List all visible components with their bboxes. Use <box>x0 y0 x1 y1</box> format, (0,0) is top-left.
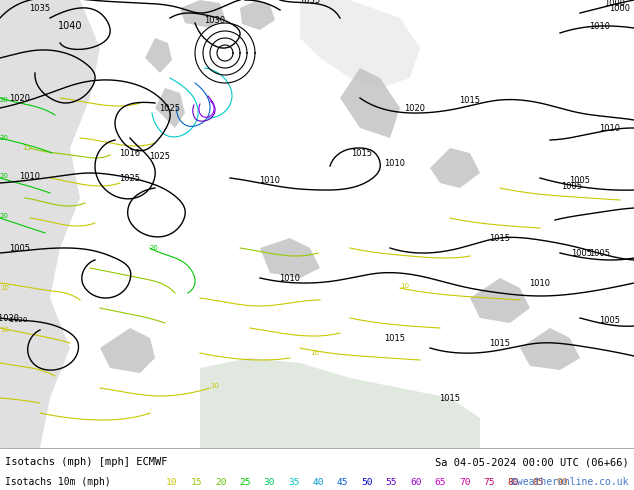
Text: 20: 20 <box>0 97 9 103</box>
Text: 1015: 1015 <box>489 339 510 347</box>
Text: 20: 20 <box>215 478 226 487</box>
Text: -1020: -1020 <box>0 314 20 322</box>
Text: 1015: 1015 <box>489 234 510 243</box>
Text: 1005: 1005 <box>569 175 590 185</box>
Text: 1035: 1035 <box>29 3 51 13</box>
Polygon shape <box>300 0 420 88</box>
Text: 15: 15 <box>22 145 31 151</box>
Text: 1015: 1015 <box>439 393 460 402</box>
Text: 40: 40 <box>313 478 324 487</box>
Polygon shape <box>240 0 275 30</box>
Text: 1005: 1005 <box>10 244 30 252</box>
Text: 50: 50 <box>361 478 373 487</box>
Polygon shape <box>430 148 480 188</box>
Text: 1040: 1040 <box>58 21 82 31</box>
Text: 10: 10 <box>0 285 9 291</box>
Text: 20: 20 <box>150 245 159 251</box>
Text: 20: 20 <box>0 135 9 141</box>
Text: 35: 35 <box>288 478 300 487</box>
Polygon shape <box>0 0 100 448</box>
Text: 1000: 1000 <box>604 0 626 7</box>
Text: 70: 70 <box>459 478 470 487</box>
Text: 1020: 1020 <box>10 94 30 102</box>
Text: 1005: 1005 <box>590 248 611 258</box>
Text: 80: 80 <box>508 478 519 487</box>
Text: 55: 55 <box>385 478 398 487</box>
Text: 1025: 1025 <box>150 151 171 161</box>
Text: 15: 15 <box>190 478 202 487</box>
Text: 60: 60 <box>410 478 422 487</box>
Text: 75: 75 <box>483 478 495 487</box>
Polygon shape <box>520 328 580 370</box>
Text: 85: 85 <box>533 478 544 487</box>
Text: 10: 10 <box>400 283 409 289</box>
Text: 1010: 1010 <box>384 158 406 168</box>
Text: 1010: 1010 <box>259 175 280 185</box>
Text: 1010: 1010 <box>600 123 621 132</box>
Text: 1015: 1015 <box>384 334 406 343</box>
Text: 10: 10 <box>310 350 319 356</box>
Text: 20: 20 <box>0 213 9 219</box>
Text: 1010: 1010 <box>20 172 41 180</box>
Text: 65: 65 <box>434 478 446 487</box>
Text: 1015: 1015 <box>460 96 481 104</box>
Polygon shape <box>200 358 480 448</box>
Text: 1010: 1010 <box>280 273 301 283</box>
Text: 1000: 1000 <box>609 3 630 13</box>
Text: 1005: 1005 <box>571 248 593 258</box>
Text: 45: 45 <box>337 478 349 487</box>
Text: 1030: 1030 <box>204 16 226 24</box>
Text: 20: 20 <box>0 173 9 179</box>
Text: 1010: 1010 <box>590 22 611 30</box>
Polygon shape <box>260 238 320 278</box>
Polygon shape <box>470 278 530 323</box>
Text: 1010: 1010 <box>529 278 550 288</box>
Text: 10: 10 <box>210 383 219 389</box>
Text: 1005: 1005 <box>600 316 621 324</box>
Text: Isotachs (mph) [mph] ECMWF: Isotachs (mph) [mph] ECMWF <box>5 457 167 467</box>
Polygon shape <box>340 68 400 138</box>
Text: 90: 90 <box>557 478 568 487</box>
Polygon shape <box>180 0 225 28</box>
Text: 10: 10 <box>166 478 178 487</box>
Text: 1015: 1015 <box>351 148 373 157</box>
Polygon shape <box>155 88 185 128</box>
Text: 1025: 1025 <box>119 173 141 182</box>
Polygon shape <box>145 38 172 73</box>
Text: 25: 25 <box>240 478 251 487</box>
Text: 1005: 1005 <box>562 181 583 191</box>
Text: 10: 10 <box>0 327 9 333</box>
Text: 1016: 1016 <box>119 148 141 157</box>
Text: Isotachs 10m (mph): Isotachs 10m (mph) <box>5 477 111 488</box>
Text: 1025: 1025 <box>160 103 181 113</box>
Text: 1020: 1020 <box>404 103 425 113</box>
Text: 30: 30 <box>264 478 275 487</box>
Text: -1020: -1020 <box>8 317 29 323</box>
Text: Sa 04-05-2024 00:00 UTC (06+66): Sa 04-05-2024 00:00 UTC (06+66) <box>435 457 629 467</box>
Text: 1035: 1035 <box>299 0 321 4</box>
Text: ©weatheronline.co.uk: ©weatheronline.co.uk <box>512 477 629 488</box>
Polygon shape <box>100 328 155 373</box>
